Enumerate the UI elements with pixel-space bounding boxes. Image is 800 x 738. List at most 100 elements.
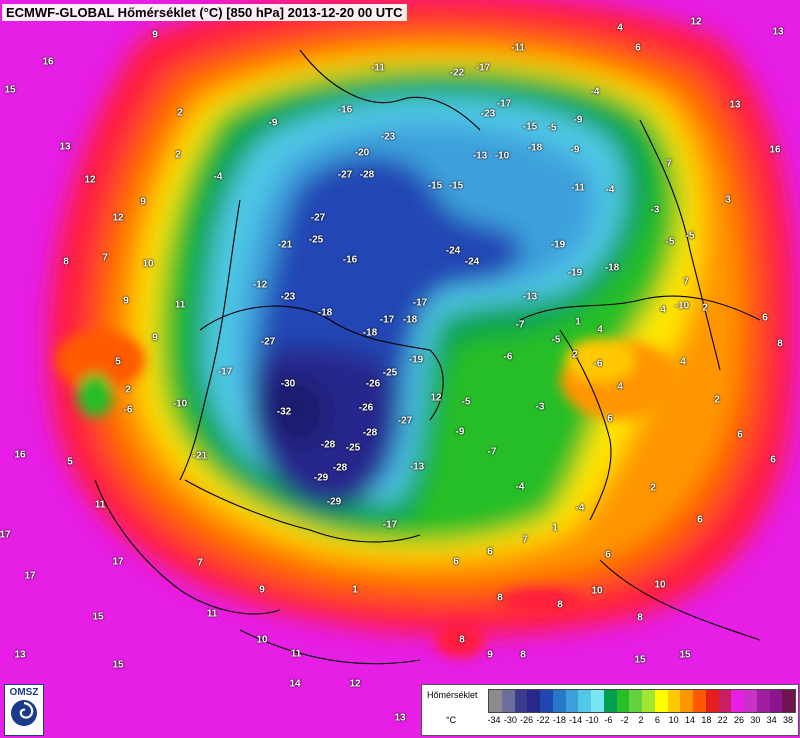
temperature-field (48, 0, 795, 635)
temperature-value: -7 (515, 319, 525, 331)
temperature-value: 13 (59, 141, 71, 153)
temperature-value: -27 (337, 169, 353, 181)
temperature-value: 4 (617, 22, 623, 34)
temperature-value: 9 (152, 332, 158, 344)
legend-tick: 22 (717, 715, 728, 725)
legend-tick: 2 (638, 715, 644, 725)
temperature-value: 13 (14, 649, 26, 661)
temperature-value: -3 (650, 204, 660, 216)
temperature-value: -23 (480, 108, 496, 120)
temperature-value: -5 (685, 230, 695, 242)
temperature-value: -21 (192, 450, 208, 462)
legend-swatch (731, 690, 744, 712)
legend-swatch (489, 690, 502, 712)
legend-swatch (667, 690, 681, 712)
temperature-value: -10 (494, 150, 510, 162)
temperature-legend: Hőmérséklet °C -34 -30 -26 -22 -18 -14 -10 -6 -2… (421, 684, 799, 736)
legend-tick: -18 (552, 715, 566, 725)
temperature-value: -26 (365, 378, 381, 390)
legend-tick: 30 (750, 715, 761, 725)
temperature-value: 15 (92, 611, 104, 623)
legend-swatch (514, 690, 528, 712)
temperature-value: -19 (408, 354, 424, 366)
temperature-value: -17 (475, 62, 491, 74)
temperature-value: -21 (277, 239, 293, 251)
legend-swatch (591, 690, 604, 712)
legend-tick: 18 (701, 715, 712, 725)
temperature-value: 13 (772, 26, 784, 38)
legend-swatch (769, 690, 783, 712)
temperature-value: -9 (455, 426, 465, 438)
temperature-value: -18 (362, 327, 378, 339)
temperature-value: -19 (567, 267, 583, 279)
swirl-icon (11, 700, 37, 726)
temperature-value: -17 (379, 314, 395, 326)
temperature-value: -11 (371, 62, 385, 74)
temperature-value: 2 (714, 394, 720, 406)
temperature-value: 7 (102, 252, 108, 264)
temperature-value: -6 (593, 358, 603, 370)
temperature-value: -25 (382, 367, 398, 379)
temperature-value: -5 (547, 122, 557, 134)
temperature-value: 6 (762, 312, 768, 324)
temperature-value: -17 (217, 366, 233, 378)
temperature-value: 9 (152, 29, 158, 41)
temperature-value: -9 (570, 144, 580, 156)
legend-swatch (718, 690, 732, 712)
legend-swatch (782, 690, 795, 712)
temperature-value: 13 (394, 712, 406, 724)
temperature-value: 8 (459, 634, 465, 646)
temperature-value: -5 (665, 236, 675, 248)
temperature-value: -23 (280, 291, 296, 303)
legend-tick: 14 (684, 715, 696, 725)
legend-tick: -14 (569, 715, 583, 725)
legend-swatch (642, 690, 655, 712)
temperature-value: 9 (140, 196, 146, 208)
legend-unit: °C (446, 715, 457, 725)
temperature-value: 12 (112, 212, 124, 224)
temperature-value: -4 (575, 502, 585, 514)
temperature-value: 12 (84, 174, 96, 186)
temperature-value: -6 (123, 404, 133, 416)
legend-tick: -34 (487, 715, 501, 725)
temperature-value: 10 (256, 634, 268, 646)
temperature-value: -4 (590, 86, 600, 98)
temperature-value: 2 (650, 482, 656, 494)
temperature-value: -18 (604, 262, 620, 274)
legend-tick: -30 (503, 715, 517, 725)
temperature-value: 6 (607, 413, 613, 425)
temperature-value: -3 (535, 401, 545, 413)
legend-tick: 10 (668, 715, 679, 725)
temperature-value: -5 (461, 396, 471, 408)
temperature-value: -9 (573, 114, 583, 126)
legend-color-bar (488, 689, 796, 713)
temperature-value: 8 (637, 612, 643, 624)
temperature-value: 13 (729, 99, 741, 111)
legend-swatch (654, 690, 668, 712)
temperature-value: 6 (635, 42, 641, 54)
temperature-value: -30 (280, 378, 296, 390)
temperature-value: 4 (660, 304, 666, 316)
temperature-value: 3 (725, 194, 731, 206)
temperature-value: -27 (310, 212, 326, 224)
temperature-value: -25 (345, 442, 361, 454)
temperature-value: 2 (572, 349, 578, 361)
temperature-value: 15 (634, 654, 646, 666)
legend-swatch (756, 690, 770, 712)
temperature-value: 9 (259, 584, 265, 596)
temperature-value: -24 (445, 245, 461, 257)
temperature-value: 12 (349, 678, 361, 690)
temperature-value: -9 (268, 117, 278, 129)
regional-warm-spots (55, 330, 680, 658)
temperature-value: -13 (522, 291, 538, 303)
map-title: ECMWF-GLOBAL Hőmérséklet (°C) [850 hPa] … (2, 4, 407, 21)
temperature-value: -32 (276, 406, 292, 418)
temperature-value: -28 (320, 439, 336, 451)
temperature-value: -11 (511, 42, 525, 54)
legend-label: Hőmérséklet (427, 690, 478, 700)
temperature-value: 12 (430, 392, 442, 404)
temperature-value: 11 (174, 299, 186, 311)
temperature-value: 2 (175, 149, 181, 161)
temperature-value: 8 (557, 599, 563, 611)
